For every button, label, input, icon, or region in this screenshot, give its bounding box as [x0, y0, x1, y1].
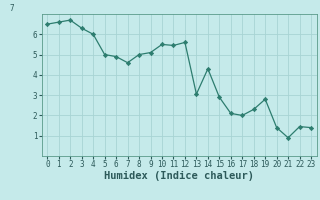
X-axis label: Humidex (Indice chaleur): Humidex (Indice chaleur) — [104, 171, 254, 181]
Text: 7: 7 — [10, 4, 15, 13]
